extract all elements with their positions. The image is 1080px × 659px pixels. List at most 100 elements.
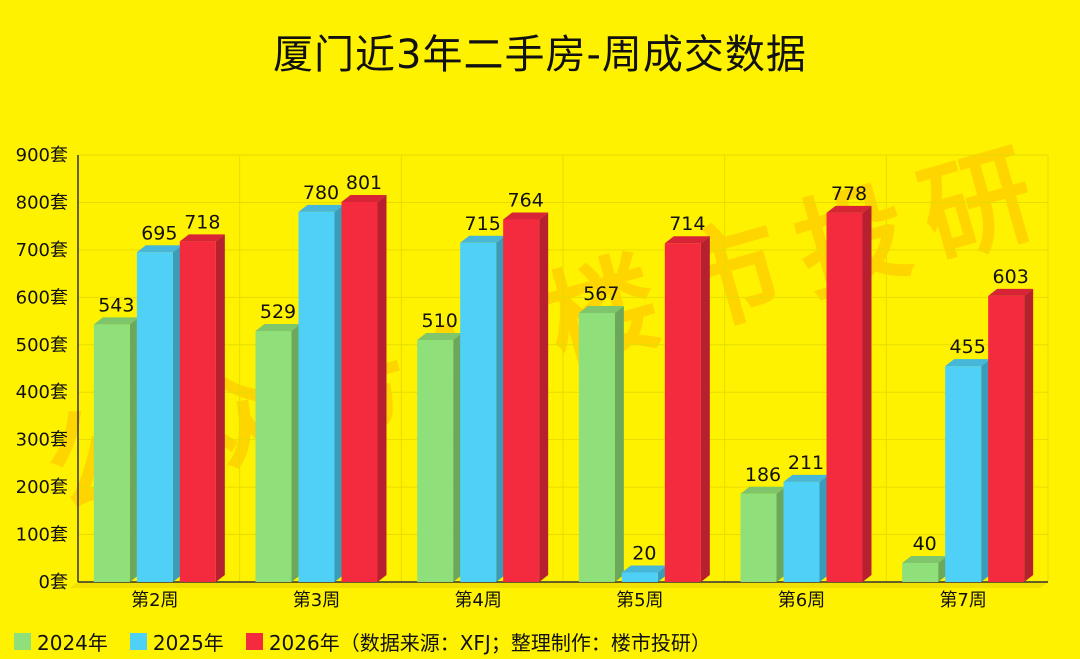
bar-top (93, 317, 139, 325)
data-label: 543 (98, 294, 134, 316)
bar-side (453, 333, 463, 582)
bar-top (945, 359, 991, 367)
bar-top (988, 288, 1034, 296)
y-tick-label: 900套 (16, 145, 68, 166)
x-tick-label: 第6周 (778, 590, 825, 611)
legend-item-2024: 2024年 (14, 627, 108, 656)
bar-top (417, 333, 463, 341)
bar-side (862, 205, 872, 583)
bar (826, 212, 863, 583)
legend-label-2026: 2026年 (268, 631, 340, 655)
data-label: 764 (508, 190, 544, 212)
bar-side (657, 565, 667, 582)
bar-side (172, 245, 182, 582)
y-tick-label: 600套 (16, 287, 68, 308)
data-label: 211 (788, 452, 824, 474)
data-label: 778 (831, 183, 867, 205)
bar (136, 252, 173, 582)
bar-top (578, 305, 624, 313)
bar (255, 331, 292, 582)
data-label: 695 (141, 222, 177, 244)
bar (341, 201, 378, 582)
data-label: 567 (583, 283, 619, 305)
bar-side (819, 474, 829, 582)
data-label: 715 (465, 213, 501, 235)
bar-side (377, 194, 387, 582)
bar-side (614, 305, 624, 582)
bar (460, 242, 497, 582)
bar-top (621, 565, 667, 573)
bar (783, 481, 820, 582)
bar (179, 241, 216, 583)
bar-top (503, 212, 549, 220)
data-label: 455 (950, 336, 986, 358)
x-tick-label: 第5周 (616, 590, 663, 611)
chart-floor (70, 582, 1048, 588)
bar (298, 211, 335, 582)
y-tick-label: 0套 (39, 572, 68, 593)
bar-top (136, 245, 182, 253)
data-label: 714 (669, 213, 705, 235)
bar (664, 243, 701, 582)
bar-top (179, 234, 225, 242)
chart-title: 厦门近3年二手房-周成交数据 (273, 32, 807, 78)
bar-side (700, 236, 710, 582)
bar (503, 219, 540, 582)
bar-top (341, 194, 387, 202)
y-tick-label: 800套 (16, 192, 68, 213)
legend-label-2025: 2025年 (152, 631, 224, 655)
data-label: 780 (303, 182, 339, 204)
x-tick-label: 第7周 (939, 590, 986, 611)
data-label: 40 (913, 533, 937, 555)
bar-top (664, 236, 710, 244)
x-tick-label: 第3周 (293, 590, 340, 611)
data-label: 20 (632, 543, 656, 565)
bar-side (981, 359, 991, 582)
data-label: 529 (260, 301, 296, 323)
legend: 2024年 2025年 2026年 （数据来源：XFJ；整理制作：楼市投研） (14, 627, 711, 656)
bar-side (291, 324, 301, 582)
x-tick-label: 第2周 (131, 590, 178, 611)
bar (902, 563, 939, 582)
legend-swatch-2024 (14, 633, 31, 650)
bar (740, 493, 777, 582)
bar-top (255, 324, 301, 332)
y-tick-label: 500套 (16, 335, 68, 356)
y-tick-label: 400套 (16, 382, 68, 403)
bar-side (334, 204, 344, 582)
bar (621, 572, 658, 582)
legend-swatch-2026 (245, 633, 263, 650)
legend-item-2026: 2026年 （数据来源：XFJ；整理制作：楼市投研） (245, 627, 711, 656)
bar-top (298, 204, 344, 212)
bar-top (460, 235, 506, 243)
data-label: 718 (184, 211, 220, 233)
y-tick-label: 100套 (16, 525, 68, 546)
bar-side (215, 234, 225, 583)
bar (988, 295, 1025, 582)
legend-source-note: （数据来源：XFJ；整理制作：楼市投研） (339, 631, 711, 655)
bar (93, 324, 130, 582)
data-label: 801 (346, 172, 382, 194)
data-label: 186 (745, 464, 781, 486)
bar (578, 312, 615, 582)
bar (945, 366, 982, 582)
bar (417, 340, 454, 582)
bar-top (783, 474, 829, 482)
bar-top (902, 556, 948, 564)
legend-label-2024: 2024年 (37, 631, 108, 655)
bar-side (938, 556, 948, 582)
data-label: 603 (993, 266, 1029, 288)
bar-side (776, 486, 786, 582)
legend-item-2025: 2025年 (129, 627, 224, 656)
bar-side (1024, 288, 1034, 582)
bar-side (496, 235, 506, 582)
data-label: 510 (422, 310, 458, 332)
y-tick-label: 700套 (16, 240, 68, 261)
bar-side (539, 212, 549, 582)
bar-side (129, 317, 139, 582)
x-tick-label: 第4周 (454, 590, 501, 611)
y-tick-label: 300套 (16, 430, 68, 451)
legend-swatch-2025 (129, 633, 147, 650)
y-tick-label: 200套 (16, 477, 68, 498)
